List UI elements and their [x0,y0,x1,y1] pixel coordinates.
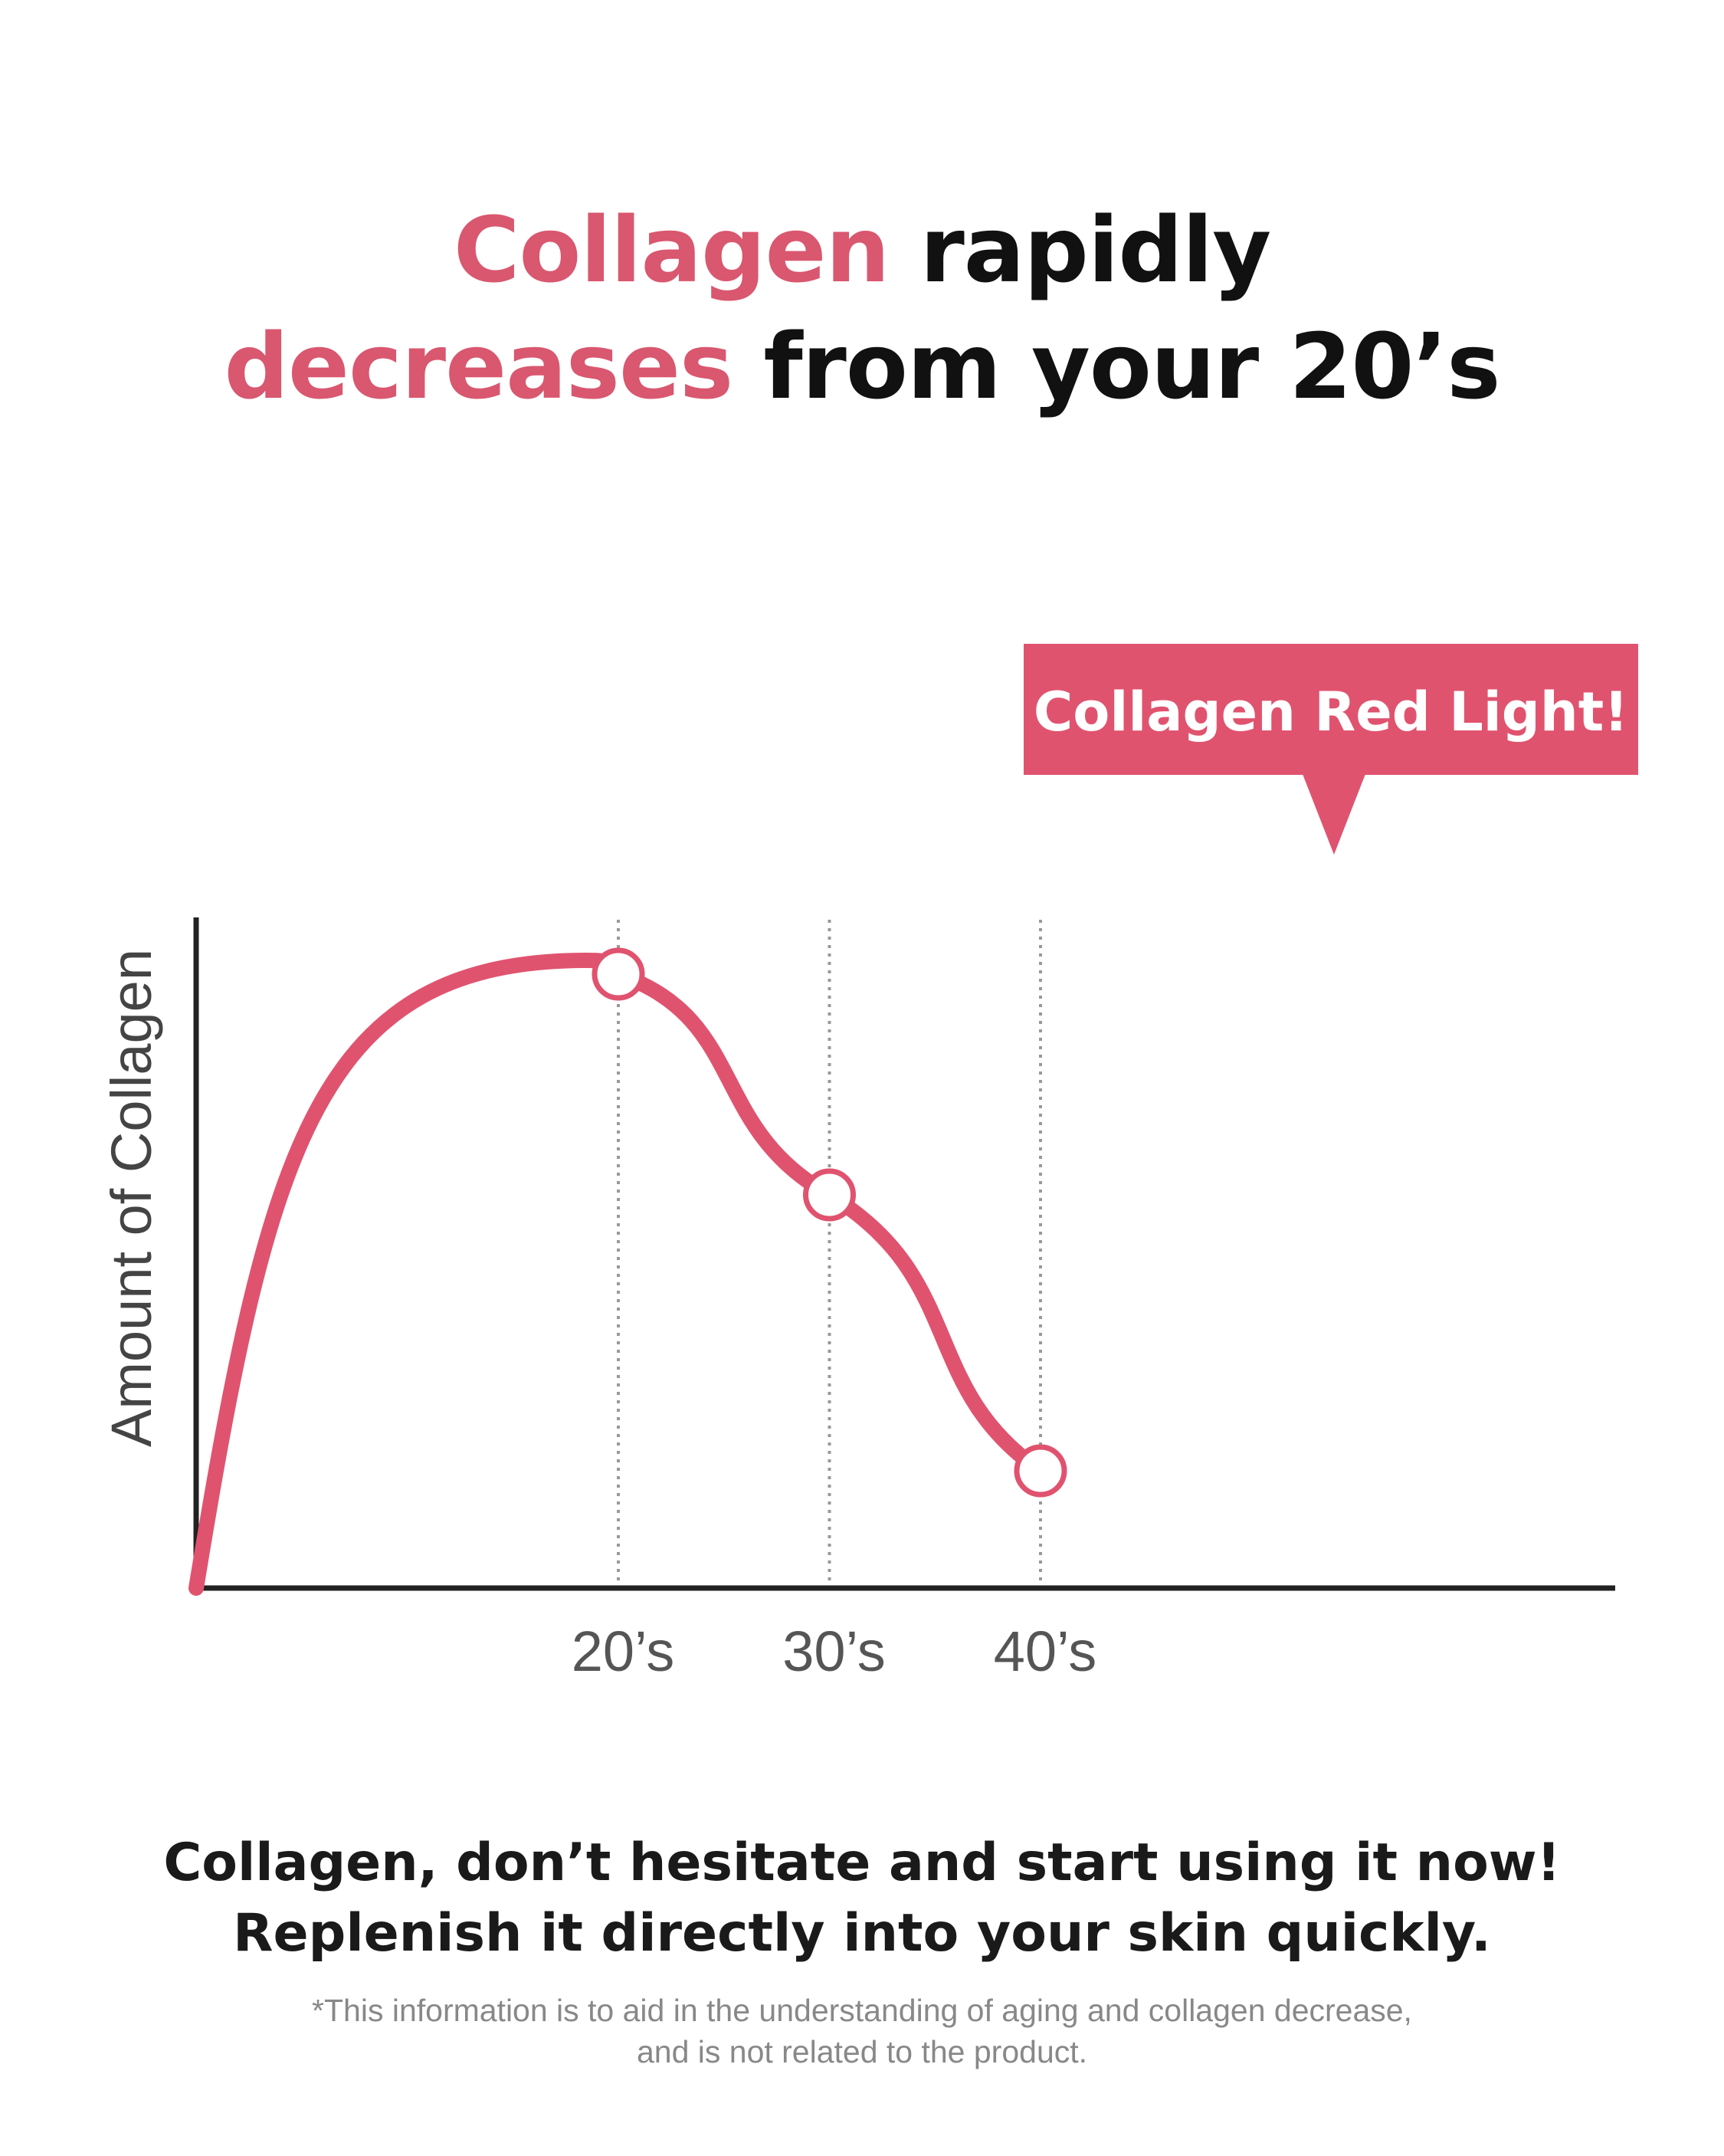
x-tick-label-20’s: 20’s [572,1619,674,1683]
callout-label: Collagen Red Light! [1034,681,1628,743]
disclaimer-line-1: *This information is to aid in the under… [312,1993,1412,2028]
headline-accent-decreases: decreases [224,313,733,419]
data-point-40’s [1014,1444,1067,1498]
headline-line-2: decreases from your 20’s [0,308,1724,425]
footer-line-2: Replenish it directly into your skin qui… [233,1903,1491,1964]
disclaimer: *This information is to aid in the under… [0,1990,1724,2072]
x-tick-label-40’s: 40’s [994,1619,1096,1683]
headline-accent-collagen: Collagen [453,197,890,303]
callout-badge: Collagen Red Light! [1024,644,1638,855]
callout-pointer [1303,774,1365,855]
x-tick-labels: 20’s 30’s 40’s [572,1619,1096,1683]
headline: Collagen rapidly decreases from your 20’… [0,192,1724,425]
disclaimer-line-2: and is not related to the product. [636,2034,1088,2069]
data-point-30’s [803,1168,856,1222]
headline-line-1: Collagen rapidly [0,192,1724,308]
data-points [592,947,1067,1498]
data-point-20’s [592,947,645,1001]
headline-text-rapidly: rapidly [889,197,1272,303]
footer-line-1: Collagen, don’t hesitate and start using… [163,1833,1561,1893]
footer-message: Collagen, don’t hesitate and start using… [0,1828,1724,1969]
headline-text-from-20s: from your 20’s [733,313,1500,419]
gridlines [617,920,1042,1585]
y-axis-label: Amount of Collagen [100,949,163,1447]
x-tick-label-30’s: 30’s [782,1619,885,1683]
axes [193,917,1615,1591]
callout-box [1024,644,1638,775]
